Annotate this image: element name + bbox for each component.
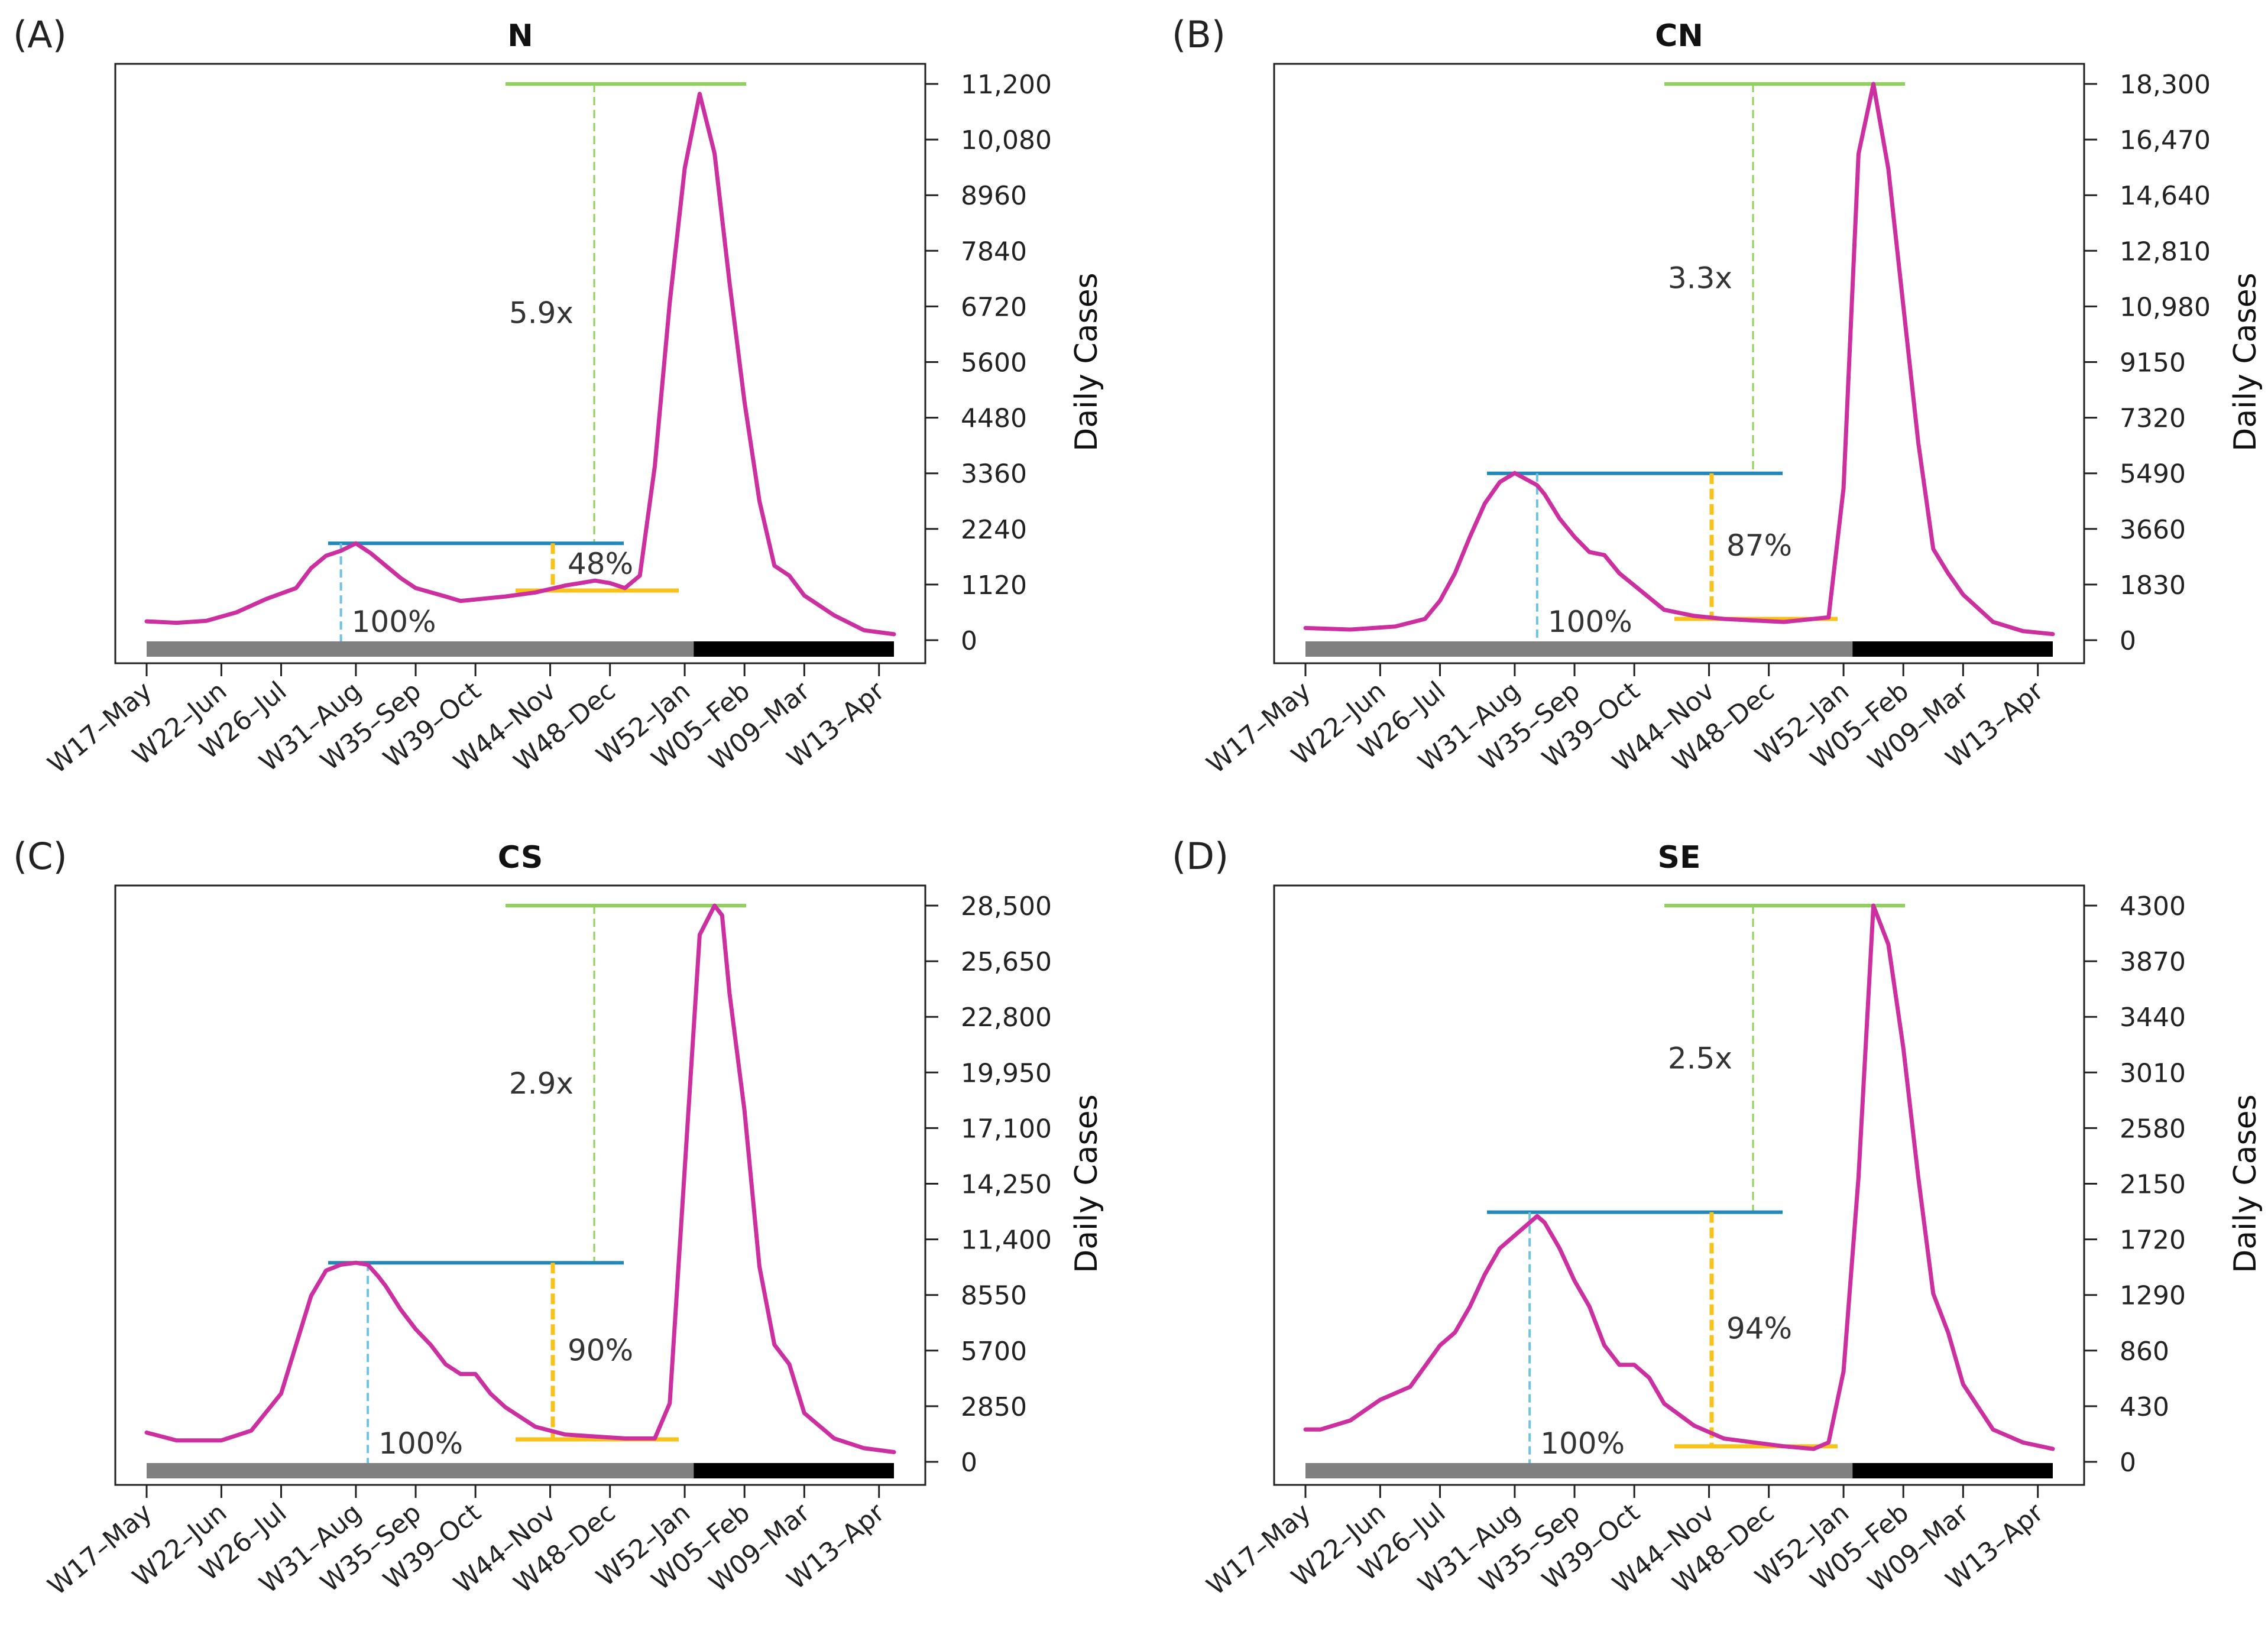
first-peak-label: 100%: [352, 605, 436, 639]
y-tick-label: 14,250: [961, 1170, 1052, 1200]
panel-1: (B) CN 0 1830 3660 5490 7320 9150 10,980 12,810 14…: [1172, 13, 2263, 780]
y-tick-label: 5700: [961, 1337, 1027, 1367]
daily-cases-line: [1303, 82, 2055, 637]
chart-title: CS: [498, 840, 543, 875]
period-bar-gray: [147, 1463, 694, 1478]
reduction-label: 87%: [1726, 528, 1792, 563]
plot-frame: [1273, 63, 2085, 664]
y-tick-label: 3010: [2120, 1058, 2186, 1088]
y-tick-label: 10,980: [2120, 292, 2211, 322]
y-tick-label: 7320: [2120, 404, 2186, 434]
panel-3: (D) SE 0 430 860 1290 1720 2150 2580 3010 3440 3870…: [1172, 835, 2263, 1601]
y-tick-label: 22,800: [961, 1003, 1052, 1033]
y-tick-label: 3660: [2120, 515, 2186, 545]
period-bar-black: [1852, 641, 2053, 657]
y-tick-label: 18,300: [2120, 70, 2211, 100]
first-peak-label: 100%: [378, 1426, 463, 1461]
y-tick-label: 12,810: [2120, 236, 2211, 267]
y-tick-label: 6720: [961, 292, 1027, 322]
y-tick-label: 5490: [2120, 459, 2186, 489]
y-tick-label: 3440: [2120, 1003, 2186, 1033]
y-axis-label: Daily Cases: [1069, 1094, 1104, 1273]
y-tick-label: 2580: [2120, 1114, 2186, 1144]
y-tick-label: 19,950: [961, 1058, 1052, 1088]
panel-0: (A) N 0 1120 2240 3360 4480 5600 6720 7840 8960 10,…: [13, 13, 1104, 780]
reduction-label: 90%: [568, 1334, 633, 1368]
daily-cases-line: [1303, 903, 2055, 1451]
y-tick-label: 9150: [2120, 348, 2186, 378]
chart-title: SE: [1658, 840, 1701, 875]
y-tick-label: 1830: [2120, 570, 2186, 601]
y-tick-label: 5600: [961, 348, 1027, 378]
chart-title: CN: [1655, 18, 1703, 54]
fold-increase-label: 3.3x: [1668, 261, 1732, 295]
y-tick-label: 0: [2120, 1448, 2136, 1478]
y-tick-label: 2150: [2120, 1170, 2186, 1200]
first-peak-label: 100%: [1540, 1426, 1625, 1461]
y-tick-label: 8550: [961, 1281, 1027, 1311]
y-tick-label: 14,640: [2120, 181, 2211, 211]
y-tick-label: 0: [961, 626, 977, 656]
y-axis-label: Daily Cases: [1069, 273, 1104, 451]
y-tick-label: 3870: [2120, 947, 2186, 977]
y-tick-label: 0: [961, 1448, 977, 1478]
period-bar-gray: [1305, 1463, 1853, 1478]
y-tick-label: 4480: [961, 404, 1027, 434]
y-tick-label: 28,500: [961, 891, 1052, 922]
y-tick-label: 860: [2120, 1337, 2169, 1367]
panel-label: (D): [1172, 835, 1229, 878]
panel-label: (A): [13, 13, 67, 56]
period-bar-black: [1852, 1463, 2053, 1478]
y-tick-label: 11,200: [961, 70, 1052, 100]
panel-label: (B): [1172, 13, 1226, 56]
daily-cases-line: [144, 92, 896, 637]
y-tick-label: 16,470: [2120, 125, 2211, 155]
y-tick-label: 1720: [2120, 1225, 2186, 1256]
y-tick-label: 1290: [2120, 1281, 2186, 1311]
y-tick-label: 3360: [961, 459, 1027, 489]
y-tick-label: 430: [2120, 1392, 2169, 1422]
first-peak-label: 100%: [1548, 605, 1632, 639]
fold-increase-label: 2.9x: [509, 1066, 574, 1101]
y-tick-label: 1120: [961, 570, 1027, 601]
y-tick-label: 10,080: [961, 125, 1052, 155]
panel-2: (C) CS 0 2850 5700 8550 11,400 14,250 17,100 19,9…: [13, 835, 1104, 1601]
reduction-label: 48%: [568, 547, 633, 581]
plot-frame: [114, 63, 926, 664]
period-bar-gray: [147, 641, 694, 657]
y-tick-label: 25,650: [961, 947, 1052, 977]
fold-increase-label: 5.9x: [509, 296, 574, 330]
y-tick-label: 2850: [961, 1392, 1027, 1422]
period-bar-gray: [1305, 641, 1853, 657]
chart-title: N: [507, 18, 533, 54]
panel-label: (C): [13, 835, 67, 878]
y-axis-label: Daily Cases: [2228, 1094, 2263, 1273]
y-tick-label: 7840: [961, 236, 1027, 267]
daily-cases-line: [144, 903, 896, 1454]
y-tick-label: 2240: [961, 515, 1027, 545]
reduction-label: 94%: [1726, 1312, 1792, 1346]
y-tick-label: 4300: [2120, 891, 2186, 922]
y-tick-label: 0: [2120, 626, 2136, 656]
y-axis-label: Daily Cases: [2228, 273, 2263, 451]
plot-frame: [114, 884, 926, 1486]
fold-increase-label: 2.5x: [1668, 1041, 1732, 1075]
y-tick-label: 8960: [961, 181, 1027, 211]
y-tick-label: 17,100: [961, 1114, 1052, 1144]
period-bar-black: [694, 1463, 894, 1478]
period-bar-black: [694, 641, 894, 657]
y-tick-label: 11,400: [961, 1225, 1052, 1256]
